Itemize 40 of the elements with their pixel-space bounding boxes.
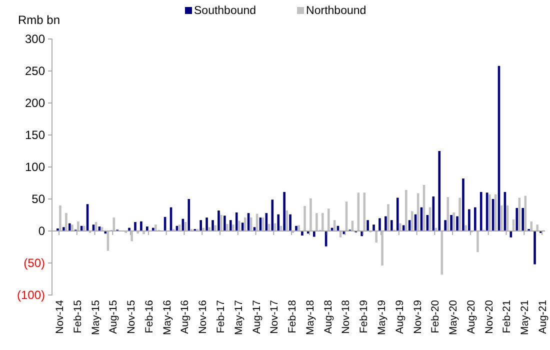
x-tick-label: Nov-19 (412, 300, 424, 334)
y-axis-title: Rmb bn (18, 13, 60, 27)
x-tick-label: Nov-17 (268, 300, 281, 334)
x-tick-label: Feb-20 (430, 300, 442, 334)
x-tick-label: Aug-19 (394, 300, 406, 334)
y-tick-label: 150 (24, 128, 46, 142)
x-tick-label: Feb-19 (358, 300, 370, 334)
x-tick-label: May-21 (519, 300, 532, 336)
y-tick-label: (50) (24, 256, 45, 270)
y-tick-label: 300 (24, 32, 46, 46)
x-tick-label: Nov-15 (126, 300, 138, 334)
x-tick-label: Aug-17 (250, 300, 263, 334)
x-tick-label: Aug-20 (465, 300, 478, 334)
x-tick-label: Aug-15 (108, 300, 120, 334)
x-tick-label: Nov-16 (197, 300, 210, 334)
x-tick-label: May-19 (376, 300, 388, 336)
x-tick-label: May-20 (448, 300, 460, 336)
x-tick-label: Aug-18 (322, 300, 334, 334)
legend-label: Southbound (194, 5, 256, 17)
y-tick-label: 100 (24, 160, 46, 174)
x-tick-label: Feb-21 (501, 300, 514, 334)
x-tick-label: Nov-14 (54, 300, 66, 334)
y-tick-label: (100) (16, 288, 45, 302)
x-tick-label: May-17 (232, 300, 245, 336)
legend-label: Northbound (306, 5, 366, 17)
y-tick-label: 50 (32, 192, 46, 206)
x-tick-label: Feb-16 (143, 300, 156, 334)
y-tick-label: 0 (38, 224, 46, 238)
x-tick-label: May-16 (161, 300, 174, 336)
x-tick-label: Feb-15 (72, 300, 84, 334)
x-tick-label: Feb-17 (214, 300, 227, 334)
y-tick-label: 250 (24, 64, 46, 78)
x-tick-label: Aug-16 (179, 300, 192, 334)
y-tick-label: 200 (24, 96, 46, 110)
x-tick-label: Nov-18 (340, 300, 352, 334)
x-tick-label: Feb-18 (286, 300, 299, 334)
x-tick-label: Nov-20 (483, 300, 496, 334)
x-tick-label: May-18 (304, 300, 316, 336)
x-tick-label: May-15 (90, 300, 102, 336)
x-tick-label: Aug-21 (537, 300, 550, 334)
